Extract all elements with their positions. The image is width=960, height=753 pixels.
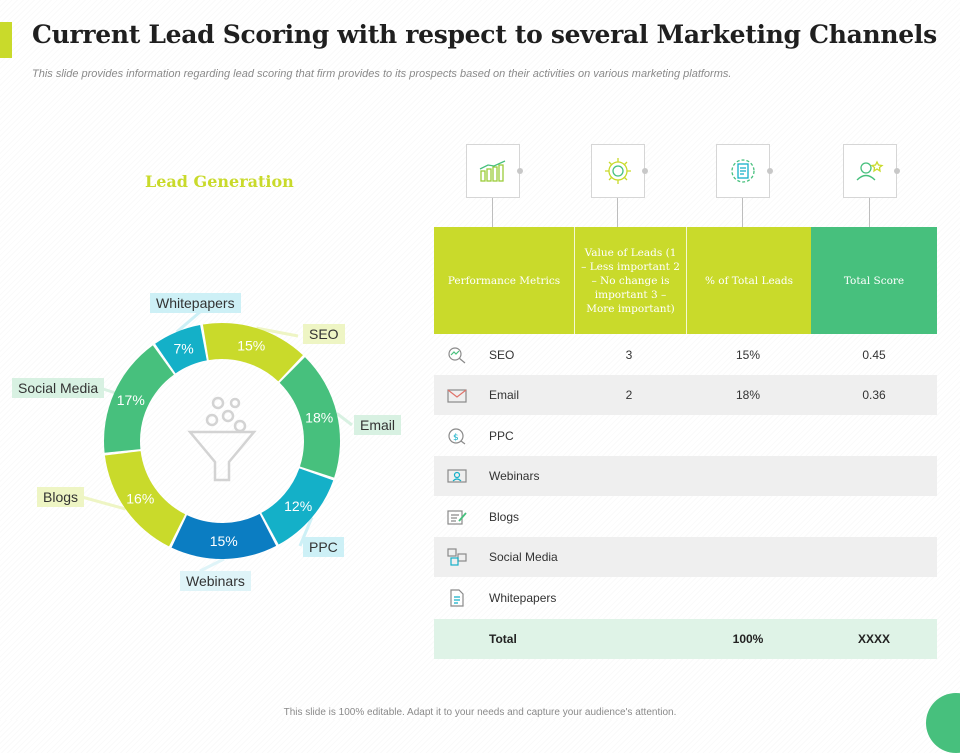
connector-line <box>742 198 743 227</box>
bar-chart-icon <box>466 144 520 198</box>
chart-title: Lead Generation <box>145 172 294 191</box>
header-total-score: Total Score <box>811 227 937 334</box>
header-performance-metrics: Performance Metrics <box>434 227 574 334</box>
connector-dot <box>767 168 773 174</box>
connector-dot <box>517 168 523 174</box>
lead-value <box>574 578 684 618</box>
callout-leader-line <box>81 495 126 511</box>
svg-text:$: $ <box>453 433 459 443</box>
seo-icon <box>444 335 470 375</box>
metric-name: Social Media <box>489 550 558 564</box>
total-percent: 100% <box>732 632 764 646</box>
callout-webinars: Webinars <box>180 571 251 591</box>
metric-name: SEO <box>489 348 515 362</box>
connector-dot <box>894 168 900 174</box>
lead-value: 2 <box>625 388 633 402</box>
lead-score <box>812 578 936 618</box>
callout-blogs: Blogs <box>37 487 85 507</box>
metric-name: Whitepapers <box>489 591 557 605</box>
header-percent-total-leads: % of Total Leads <box>686 227 811 334</box>
page-title: Current Lead Scoring with respect to sev… <box>32 20 937 49</box>
total-label: Total <box>489 632 517 646</box>
donut-slice-webinars <box>171 513 277 560</box>
slice-value-label: 12% <box>284 498 312 514</box>
table-row-total: Total 100% XXXX <box>434 619 937 659</box>
callout-leader-line <box>298 516 314 547</box>
slice-value-label: 17% <box>117 392 145 408</box>
metric-name: PPC <box>489 429 514 443</box>
callout-leader-line <box>175 310 201 334</box>
metric-name: Blogs <box>489 510 520 524</box>
lead-percent <box>688 416 808 456</box>
callout-seo: SEO <box>303 324 345 344</box>
table-row-webinars: Webinars <box>434 456 937 496</box>
funnel-icon <box>187 396 257 482</box>
donut-slice-blogs <box>104 451 186 547</box>
webinar-icon <box>444 456 470 496</box>
email-icon <box>444 375 470 415</box>
blog-icon <box>444 497 470 537</box>
callout-leader-line <box>335 412 353 427</box>
callout-leader-line <box>256 326 299 338</box>
connector-line <box>617 198 618 227</box>
table-row-social-media: Social Media <box>434 537 937 577</box>
callout-whitepapers: Whitepapers <box>150 293 241 313</box>
connector-dot <box>642 168 648 174</box>
gear-settings-icon <box>591 144 645 198</box>
lead-value <box>574 537 684 577</box>
lead-value <box>574 416 684 456</box>
metric-name: Email <box>489 388 520 402</box>
slice-value-label: 18% <box>305 409 333 425</box>
lead-percent <box>688 497 808 537</box>
callout-email: Email <box>354 415 402 435</box>
page-subtitle: This slide provides information regardin… <box>32 68 732 80</box>
donut-slice-whitepapers <box>155 325 207 374</box>
total-score: XXXX <box>857 632 890 646</box>
lead-percent <box>688 578 808 618</box>
callout-social-media: Social Media <box>12 378 105 398</box>
slice-value-label: 15% <box>210 533 238 549</box>
lead-percent <box>688 537 808 577</box>
lead-score: 0.36 <box>862 388 886 402</box>
metric-name: Webinars <box>489 469 540 483</box>
lead-generation-donut-chart: 15% 18% 12% 15% 16% 17% 7% <box>81 310 353 573</box>
slice-value-label: 16% <box>126 491 154 507</box>
table-row-seo: SEO 3 15% 0.45 <box>434 335 937 375</box>
ppc-icon: $ <box>444 416 470 456</box>
header-value-of-leads: Value of Leads (1 – Less important 2 – N… <box>574 227 686 334</box>
donut-slice-ppc <box>261 468 334 545</box>
lead-percent <box>688 456 808 496</box>
document-gear-icon <box>716 144 770 198</box>
user-star-icon <box>843 144 897 198</box>
table-row-email: Email 2 18% 0.36 <box>434 375 937 415</box>
lead-value: 3 <box>625 348 633 362</box>
lead-percent: 18% <box>735 388 761 402</box>
slice-value-label: 7% <box>173 341 193 357</box>
lead-score: 0.45 <box>862 348 886 362</box>
social-media-icon <box>444 537 470 577</box>
table-row-ppc: $ PPC <box>434 416 937 456</box>
lead-score <box>812 537 936 577</box>
whitepaper-icon <box>444 578 470 618</box>
lead-score <box>812 456 936 496</box>
donut-slice-email <box>279 357 340 478</box>
connector-line <box>869 198 870 227</box>
lead-score <box>812 416 936 456</box>
footer-note: This slide is 100% editable. Adapt it to… <box>283 707 677 718</box>
lead-percent: 15% <box>735 348 761 362</box>
callout-ppc: PPC <box>303 537 344 557</box>
lead-value <box>574 497 684 537</box>
callout-leader-line <box>199 557 225 573</box>
lead-value <box>574 456 684 496</box>
donut-slice-seo <box>202 323 303 382</box>
slice-value-label: 15% <box>237 337 265 353</box>
donut-slice-social-media <box>103 345 174 453</box>
title-accent-bar <box>0 22 12 58</box>
lead-score <box>812 497 936 537</box>
table-row-blogs: Blogs <box>434 497 937 537</box>
table-row-whitepapers: Whitepapers <box>434 578 937 618</box>
connector-line <box>492 198 493 227</box>
